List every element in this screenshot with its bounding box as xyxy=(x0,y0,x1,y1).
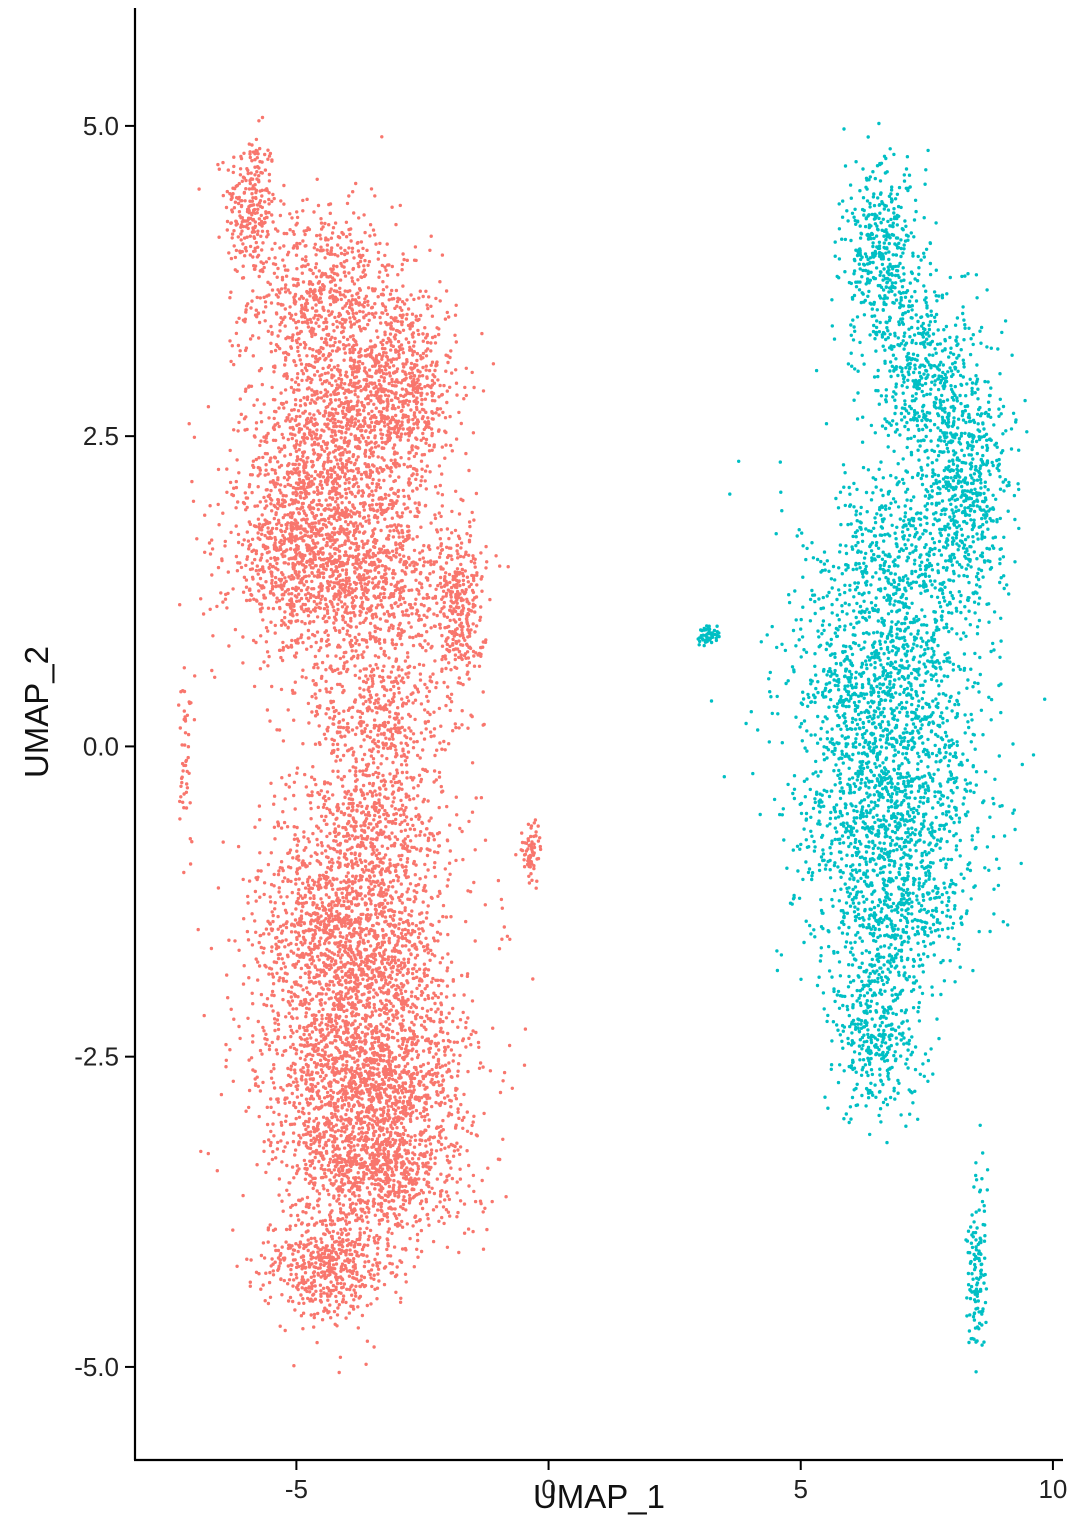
y-axis-title: UMAP_2 xyxy=(18,646,55,778)
series-1-points xyxy=(696,121,1047,1374)
x-tick-label: 5 xyxy=(794,1474,808,1504)
series-0-points xyxy=(177,115,543,1375)
y-tick-label: 0.0 xyxy=(83,731,119,761)
y-tick-label: 5.0 xyxy=(83,111,119,141)
y-tick-label: 2.5 xyxy=(83,421,119,451)
x-tick-label: -5 xyxy=(285,1474,308,1504)
series-0-marks xyxy=(177,115,543,1375)
x-tick-label: 10 xyxy=(1038,1474,1067,1504)
x-tick-label: 0 xyxy=(541,1474,555,1504)
series-1-marks xyxy=(696,121,1047,1374)
points-layer xyxy=(177,115,1047,1375)
x-ticks: -5 0 5 10 xyxy=(285,1460,1067,1504)
y-tick-label: -2.5 xyxy=(74,1042,119,1072)
y-ticks: 5.0 2.5 0.0 -2.5 -5.0 xyxy=(74,111,135,1382)
y-tick-label: -5.0 xyxy=(74,1352,119,1382)
x-axis-title: UMAP_1 xyxy=(533,1478,665,1515)
